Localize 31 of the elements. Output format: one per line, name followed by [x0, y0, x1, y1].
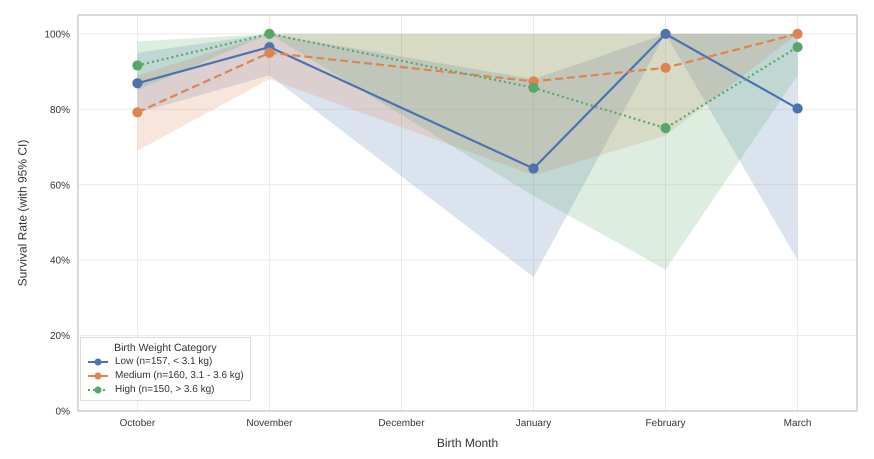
point	[792, 28, 803, 39]
y-tick-label: 60%	[50, 180, 70, 192]
point	[528, 82, 539, 93]
point	[660, 62, 671, 73]
point	[660, 123, 671, 134]
x-tick-label: October	[120, 418, 156, 430]
point	[264, 28, 275, 39]
y-axis-title: Survival Rate (with 95% CI)	[15, 140, 30, 286]
point	[132, 107, 143, 118]
y-tick-label: 100%	[44, 29, 70, 40]
point	[792, 42, 803, 52]
point	[132, 60, 143, 71]
legend-title: Birth Weight Category	[113, 341, 218, 355]
legend-label: High (n=150, > 3.6 kg)	[115, 383, 215, 397]
y-tick-label: 40%	[50, 256, 70, 267]
legend-label: Low (n=157, < 3.1 kg)	[115, 355, 212, 369]
y-tick-label: 20%	[50, 331, 70, 342]
legend-label: Medium (n=160, 3.1 - 3.6 kg)	[115, 369, 244, 383]
x-tick-label: December	[378, 418, 426, 430]
point	[660, 28, 671, 39]
x-tick-label: January	[516, 418, 552, 430]
y-tick-label: 0%	[56, 406, 70, 418]
x-tick-label: February	[646, 418, 686, 430]
point	[132, 78, 143, 88]
x-axis-title: Birth Month	[436, 436, 498, 450]
x-tick-label: November	[246, 418, 294, 430]
y-tick-label: 80%	[50, 104, 70, 116]
point	[264, 48, 275, 58]
point	[528, 163, 539, 174]
x-tick-label: March	[784, 418, 812, 430]
point	[792, 103, 803, 114]
